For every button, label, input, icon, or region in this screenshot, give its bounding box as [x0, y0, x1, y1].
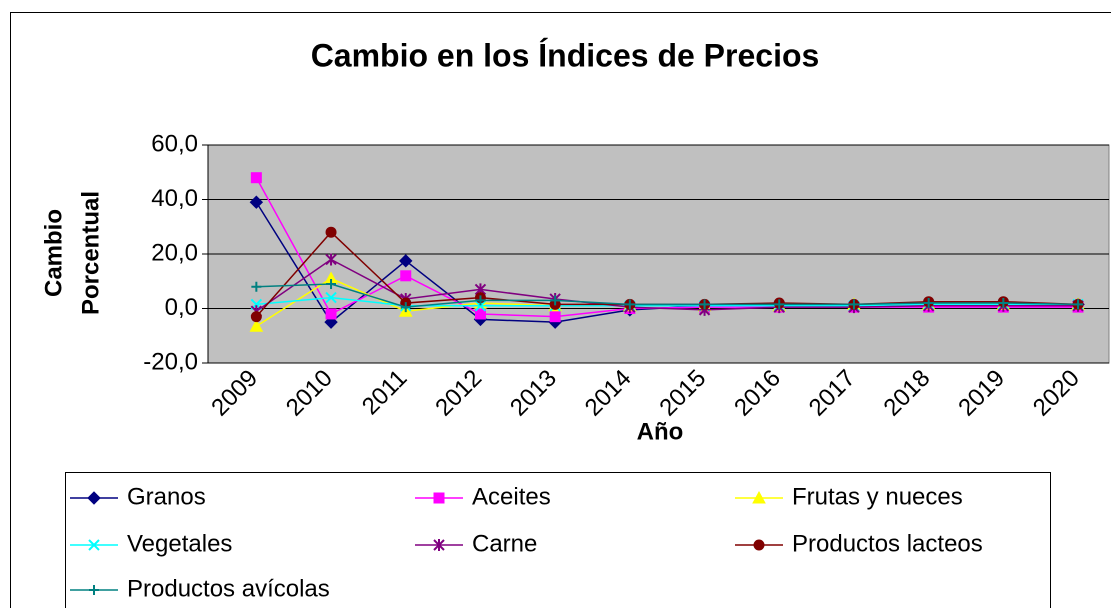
legend-label: Aceites [472, 483, 551, 510]
series-line [256, 296, 1079, 307]
legend-marker [752, 490, 766, 504]
y-tick-label: 20,0 [151, 239, 198, 266]
legend-marker [433, 492, 445, 504]
series-line [256, 283, 1079, 308]
y-tick-label: 60,0 [151, 130, 198, 157]
marker [251, 281, 262, 292]
marker [549, 311, 561, 323]
marker [848, 299, 859, 310]
marker [250, 172, 262, 184]
y-axis-title: Porcentual [77, 191, 104, 315]
marker [326, 278, 337, 289]
marker [250, 311, 262, 323]
marker [752, 490, 766, 504]
marker [89, 585, 99, 595]
marker [399, 254, 413, 268]
y-tick-label: -20,0 [143, 348, 198, 375]
marker [325, 226, 337, 238]
marker [400, 270, 412, 282]
marker [433, 539, 445, 551]
marker [699, 299, 710, 310]
marker [249, 195, 264, 209]
legend-label: Productos avícolas [127, 575, 330, 602]
y-axis-title: Cambio [40, 209, 67, 297]
marker [923, 298, 934, 309]
legend-label: Granos [127, 483, 206, 510]
legend-label: Productos lacteos [792, 530, 983, 557]
legend-label: Carne [472, 530, 537, 557]
y-tick-label: 0,0 [165, 294, 198, 321]
legend-marker [87, 491, 101, 505]
series-line [255, 258, 1079, 312]
marker [550, 295, 561, 306]
legend-marker [88, 539, 100, 551]
marker [400, 302, 411, 313]
x-axis-title: Año [637, 418, 684, 445]
chart-title: Cambio en los Índices de Precios [311, 37, 820, 73]
marker [249, 319, 264, 332]
marker [774, 299, 785, 310]
legend-box [65, 472, 1051, 608]
marker [325, 291, 337, 304]
marker [474, 300, 487, 312]
y-tick-label: 40,0 [151, 185, 198, 212]
legend-label: Vegetales [127, 530, 232, 557]
marker [87, 491, 101, 505]
legend-marker [753, 539, 765, 551]
marker [325, 308, 337, 320]
legend-marker [89, 585, 99, 595]
marker [753, 539, 765, 551]
marker [624, 299, 635, 310]
marker [475, 295, 486, 306]
marker [88, 539, 100, 551]
marker [474, 308, 486, 320]
marker [1073, 299, 1084, 310]
marker [325, 253, 337, 266]
marker [433, 492, 445, 504]
marker [998, 298, 1009, 309]
legend-label: Frutas y nueces [792, 483, 963, 510]
legend-marker [433, 539, 445, 551]
